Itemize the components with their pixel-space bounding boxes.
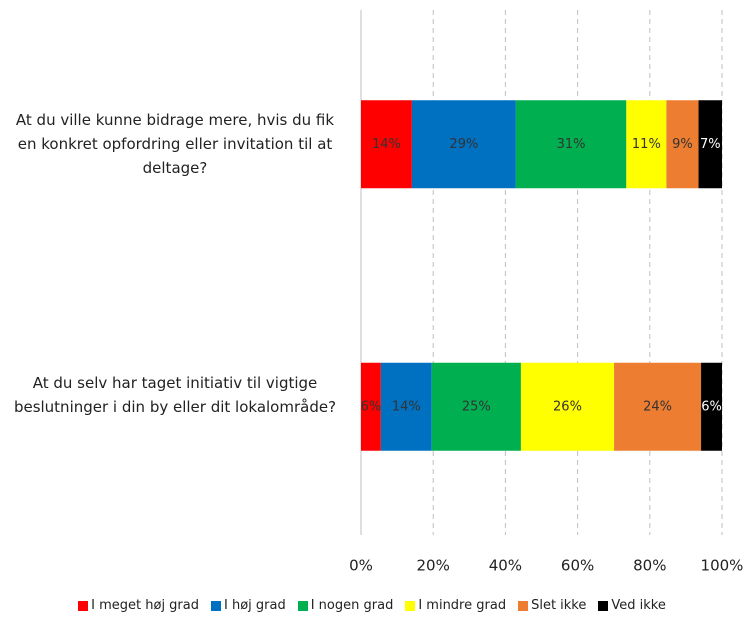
legend-item: I mindre grad <box>405 598 506 613</box>
data-label: 14% <box>392 399 421 414</box>
legend-item: I høj grad <box>211 598 286 613</box>
legend-swatch <box>211 600 221 611</box>
bar-segment <box>361 362 381 451</box>
legend-swatch <box>598 600 609 611</box>
legend-item: I meget høj grad <box>78 598 199 613</box>
data-label: 24% <box>643 399 672 414</box>
bar-segment <box>698 100 722 189</box>
legend-item: I nogen grad <box>297 598 394 613</box>
x-tick-label: 20% <box>417 557 450 575</box>
legend-item: Slet ikke <box>518 598 586 613</box>
data-label: 11% <box>632 137 661 152</box>
legend-label: I meget høj grad <box>91 598 199 613</box>
bar-segment <box>701 362 722 451</box>
data-label: 6% <box>361 399 382 414</box>
x-tick-label: 0% <box>349 557 373 575</box>
data-label: 9% <box>672 137 693 152</box>
bar-segment <box>515 100 627 189</box>
data-label: 7% <box>700 137 721 152</box>
data-label: 31% <box>557 137 586 152</box>
x-tick-label: 40% <box>489 557 522 575</box>
legend-label: I mindre grad <box>418 598 507 613</box>
data-label: 29% <box>449 137 478 152</box>
legend-label: I høj grad <box>224 598 286 613</box>
bar-segment <box>361 100 412 189</box>
bar-segment <box>666 100 699 189</box>
bar-segment <box>614 362 702 451</box>
legend-label: Slet ikke <box>531 598 587 613</box>
x-tick-label: 100% <box>701 557 744 575</box>
bar-segment <box>626 100 667 189</box>
legend-label: I nogen grad <box>310 598 394 613</box>
bar-segment <box>380 362 432 451</box>
legend-item: Ved ikke <box>598 598 666 613</box>
legend-swatch <box>297 600 308 611</box>
legend: I meget høj grad I høj grad I nogen grad I … <box>0 598 744 613</box>
legend-label: Ved ikke <box>611 598 666 613</box>
data-label: 6% <box>701 399 722 414</box>
bar-segment <box>411 100 516 189</box>
category-label: At du ville kunne bidrage mere, hvis du … <box>15 111 335 178</box>
legend-swatch <box>405 600 416 611</box>
data-label: 26% <box>553 399 582 414</box>
x-tick-label: 60% <box>561 557 594 575</box>
category-label: At du selv har taget initiativ til vigti… <box>13 373 337 416</box>
data-label: 14% <box>372 137 401 152</box>
x-tick-label: 80% <box>633 557 666 575</box>
legend-swatch <box>78 600 89 611</box>
data-label: 25% <box>462 399 491 414</box>
legend-swatch <box>518 600 529 611</box>
bar-segment <box>520 362 615 451</box>
bar-segment <box>431 362 521 451</box>
